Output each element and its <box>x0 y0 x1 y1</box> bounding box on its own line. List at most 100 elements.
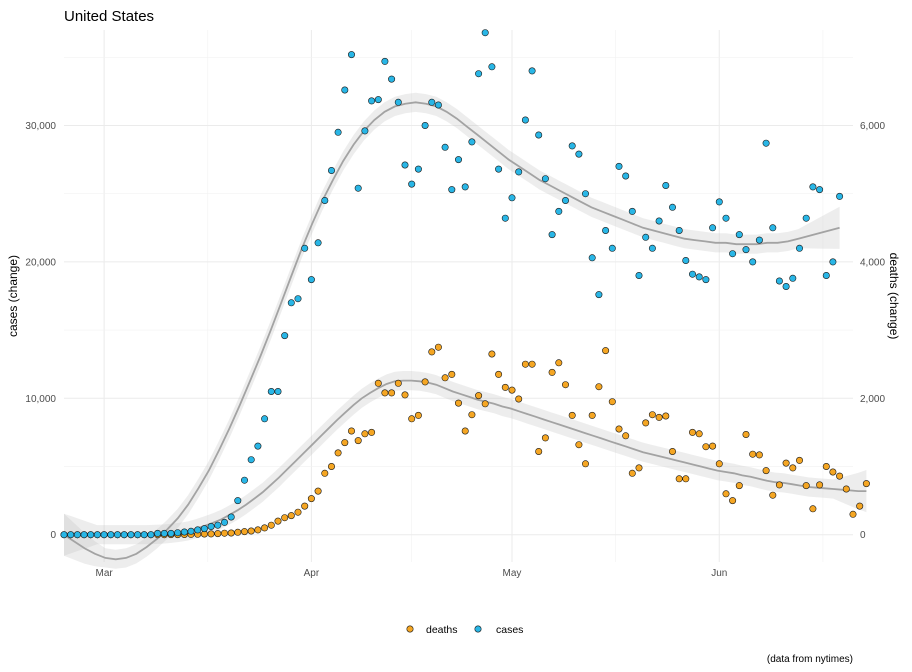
cases-point <box>381 57 389 65</box>
deaths-point <box>688 428 696 436</box>
cases-point <box>154 529 162 537</box>
deaths-point <box>742 430 750 438</box>
deaths-point <box>421 378 429 386</box>
cases-point <box>702 276 710 284</box>
cases-point <box>515 168 523 176</box>
deaths-point <box>816 481 824 489</box>
deaths-point <box>722 490 730 498</box>
deaths-point <box>648 411 656 419</box>
cases-point <box>100 531 108 539</box>
cases-point <box>428 98 436 106</box>
deaths-point <box>341 439 349 447</box>
cases-point <box>341 86 349 94</box>
cases-point <box>475 70 483 78</box>
cases-point <box>207 522 215 530</box>
cases-point <box>241 476 249 484</box>
cases-point <box>488 63 496 71</box>
deaths-point <box>769 491 777 499</box>
y-tick-label: 10,000 <box>25 394 56 405</box>
cases-point <box>822 271 830 279</box>
cases-point <box>307 276 315 284</box>
deaths-point <box>408 415 416 423</box>
deaths-point <box>709 442 717 450</box>
deaths-point <box>735 482 743 490</box>
legend-key-cases <box>474 625 482 633</box>
deaths-point <box>234 528 242 536</box>
smooth-lines <box>63 101 867 561</box>
cases-point <box>294 295 302 303</box>
cases-point <box>742 246 750 254</box>
cases-point <box>816 186 824 194</box>
deaths-point <box>207 530 215 538</box>
cases-point <box>167 529 175 537</box>
cases-point <box>234 497 242 505</box>
deaths-point <box>715 460 723 468</box>
cases-point <box>675 227 683 235</box>
deaths-point <box>321 469 329 477</box>
deaths-point <box>454 399 462 407</box>
deaths-point <box>495 370 503 378</box>
cases-point <box>836 192 844 200</box>
cases-point <box>408 180 416 188</box>
deaths-point <box>548 368 556 376</box>
cases-point <box>561 197 569 205</box>
deaths-point <box>327 462 335 470</box>
x-tick-label: May <box>503 568 522 579</box>
legend-label-cases: cases <box>496 624 523 636</box>
cases-point <box>60 531 68 539</box>
deaths-point <box>541 434 549 442</box>
x-tick-label: Mar <box>96 568 114 579</box>
deaths-point <box>795 456 803 464</box>
cases-point <box>214 521 222 529</box>
cases-point <box>695 273 703 281</box>
deaths-point <box>428 348 436 356</box>
legend: deaths cases <box>406 624 523 636</box>
cases-point <box>769 224 777 232</box>
cases-point <box>73 531 81 539</box>
deaths-point <box>448 370 456 378</box>
deaths-point <box>488 350 496 358</box>
cases-point <box>301 244 309 252</box>
cases-point <box>120 531 128 539</box>
cases-point <box>568 142 576 150</box>
deaths-point <box>394 379 402 387</box>
cases-point <box>508 194 516 202</box>
cases-point <box>715 198 723 206</box>
deaths-point <box>655 413 663 421</box>
deaths-point <box>662 412 670 420</box>
cases-point <box>655 217 663 225</box>
deaths-point <box>635 464 643 472</box>
deaths-point <box>749 450 757 458</box>
x-tick-label: Jun <box>711 568 727 579</box>
cases-point <box>361 127 369 135</box>
cases-point <box>735 231 743 239</box>
cases-point <box>622 172 630 180</box>
deaths-point <box>802 482 810 490</box>
deaths-point <box>214 530 222 538</box>
cases-point <box>588 254 596 262</box>
cases-point <box>87 531 95 539</box>
deaths-point <box>501 383 509 391</box>
cases-point <box>274 387 282 395</box>
deaths-point <box>568 411 576 419</box>
cases-point <box>829 258 837 266</box>
deaths-point <box>461 427 469 435</box>
cases-point <box>782 282 790 290</box>
cases-point <box>147 531 155 539</box>
deaths-point <box>642 419 650 427</box>
cases-point <box>729 250 737 258</box>
y-tick-label: 0 <box>50 530 56 541</box>
cases-point <box>454 156 462 164</box>
cases-point <box>347 51 355 59</box>
cases-point <box>642 233 650 241</box>
deaths-point <box>836 472 844 480</box>
cases-point <box>809 183 817 191</box>
cases-point <box>174 529 182 537</box>
deaths-point <box>241 528 249 536</box>
smooth-ribbon-cases <box>64 92 840 569</box>
cases-point <box>114 531 122 539</box>
deaths-point <box>388 389 396 397</box>
cases-point <box>575 150 583 158</box>
deaths-point <box>274 517 282 525</box>
